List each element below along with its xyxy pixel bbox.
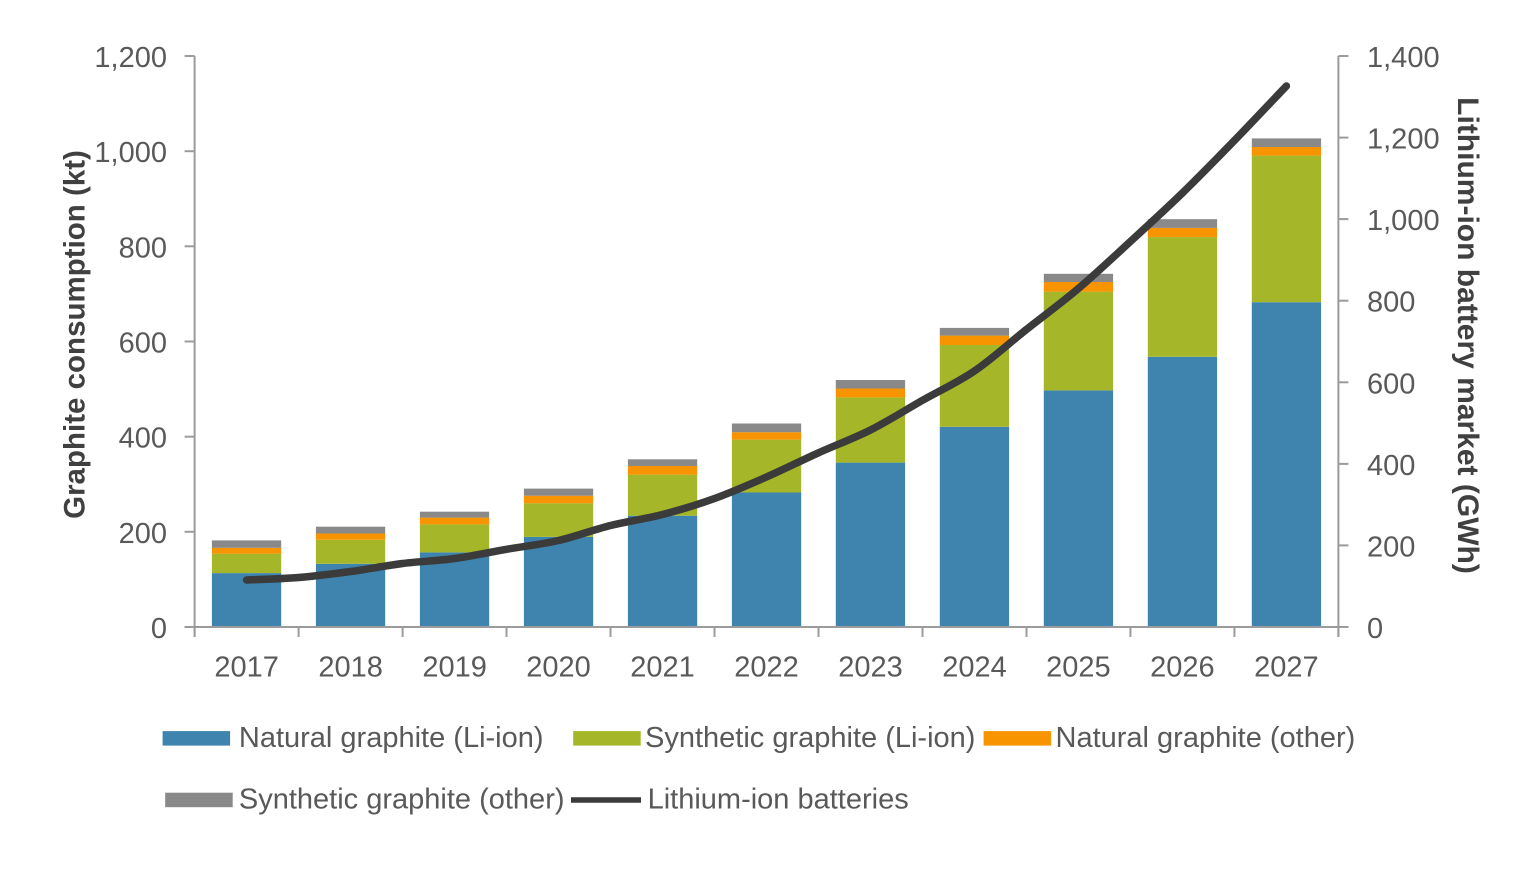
svg-text:1,000: 1,000: [1367, 205, 1440, 237]
svg-text:2027: 2027: [1254, 652, 1319, 684]
svg-text:1,400: 1,400: [1367, 42, 1440, 74]
svg-text:200: 200: [1367, 531, 1415, 563]
svg-text:Lithium-ion batteries: Lithium-ion batteries: [648, 784, 909, 816]
svg-text:1,200: 1,200: [1367, 124, 1440, 156]
svg-text:Synthetic graphite (Li-ion): Synthetic graphite (Li-ion): [645, 722, 975, 754]
svg-text:800: 800: [1367, 287, 1415, 319]
svg-text:Natural graphite (other): Natural graphite (other): [1056, 722, 1356, 754]
svg-text:2025: 2025: [1046, 652, 1111, 684]
svg-text:2022: 2022: [734, 652, 799, 684]
svg-text:2021: 2021: [630, 652, 695, 684]
svg-text:600: 600: [1367, 368, 1415, 400]
svg-text:0: 0: [151, 613, 167, 645]
svg-text:1,200: 1,200: [94, 42, 167, 74]
svg-text:2017: 2017: [214, 652, 279, 684]
svg-text:2024: 2024: [942, 652, 1007, 684]
svg-text:200: 200: [119, 518, 167, 550]
svg-text:400: 400: [1367, 450, 1415, 482]
svg-text:2023: 2023: [838, 652, 903, 684]
svg-text:Lithium-ion battery market (GW: Lithium-ion battery market (GWh): [1451, 97, 1484, 574]
svg-text:Graphite consumption (kt): Graphite consumption (kt): [59, 150, 92, 519]
svg-text:600: 600: [119, 328, 167, 360]
svg-text:800: 800: [119, 232, 167, 264]
svg-text:Natural graphite (Li-ion): Natural graphite (Li-ion): [239, 722, 544, 754]
svg-text:2018: 2018: [318, 652, 383, 684]
svg-text:0: 0: [1367, 613, 1383, 645]
svg-text:2020: 2020: [526, 652, 591, 684]
svg-text:2019: 2019: [422, 652, 487, 684]
svg-text:2026: 2026: [1150, 652, 1215, 684]
svg-text:1,000: 1,000: [94, 137, 167, 169]
svg-text:Synthetic graphite (other): Synthetic graphite (other): [239, 784, 565, 816]
svg-text:400: 400: [119, 423, 167, 455]
